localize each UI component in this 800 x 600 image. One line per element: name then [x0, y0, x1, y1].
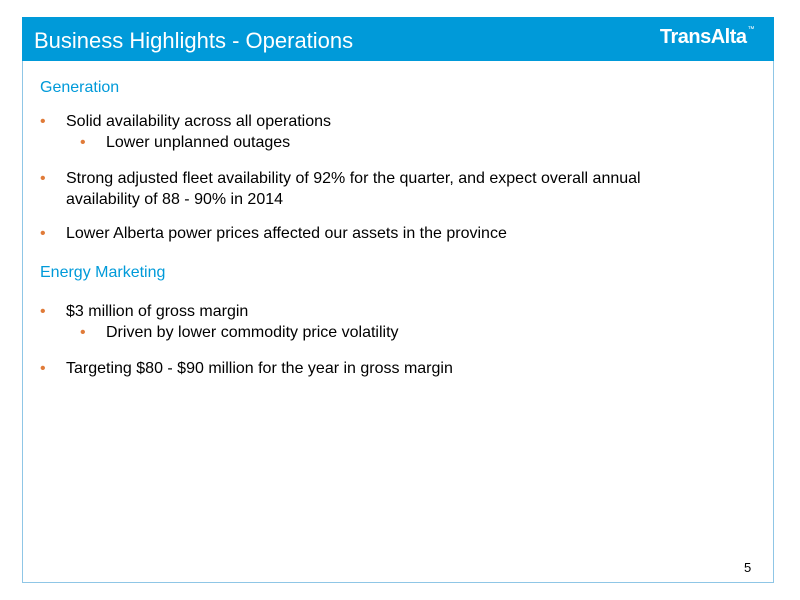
slide-title: Business Highlights - Operations: [34, 28, 354, 53]
sub-bullet-icon: •: [80, 134, 86, 151]
transalta-logo: TransAlta™: [659, 26, 755, 49]
bullet-fleet-availability-line1: Strong adjusted fleet availability of 92…: [66, 170, 641, 187]
bullet-icon: •: [40, 360, 46, 377]
sub-bullet-price-volatility: Driven by lower commodity price volatili…: [106, 324, 399, 341]
bullet-icon: •: [40, 225, 46, 242]
logo-trademark: ™: [747, 26, 755, 33]
bullet-icon: •: [40, 170, 46, 187]
bullet-solid-availability: Solid availability across all operations: [66, 113, 332, 130]
bullet-gross-margin: $3 million of gross margin: [66, 303, 249, 320]
sub-bullet-icon: •: [80, 324, 86, 341]
page-number: 5: [744, 560, 752, 575]
section-title-generation: Generation: [40, 79, 120, 96]
bullet-alberta-prices: Lower Alberta power prices affected our …: [66, 225, 507, 242]
content-frame: [22, 61, 774, 583]
header-bar: Business Highlights - Operations TransAl…: [22, 17, 774, 61]
bullet-targeting-margin: Targeting $80 - $90 million for the year…: [66, 360, 453, 377]
logo-text: TransAlta: [659, 26, 747, 48]
bullet-fleet-availability-line2: availability of 88 - 90% in 2014: [66, 191, 284, 208]
section-title-energy-marketing: Energy Marketing: [40, 264, 166, 281]
bullet-icon: •: [40, 303, 46, 320]
bullet-icon: •: [40, 113, 46, 130]
sub-bullet-unplanned-outages: Lower unplanned outages: [106, 134, 291, 151]
